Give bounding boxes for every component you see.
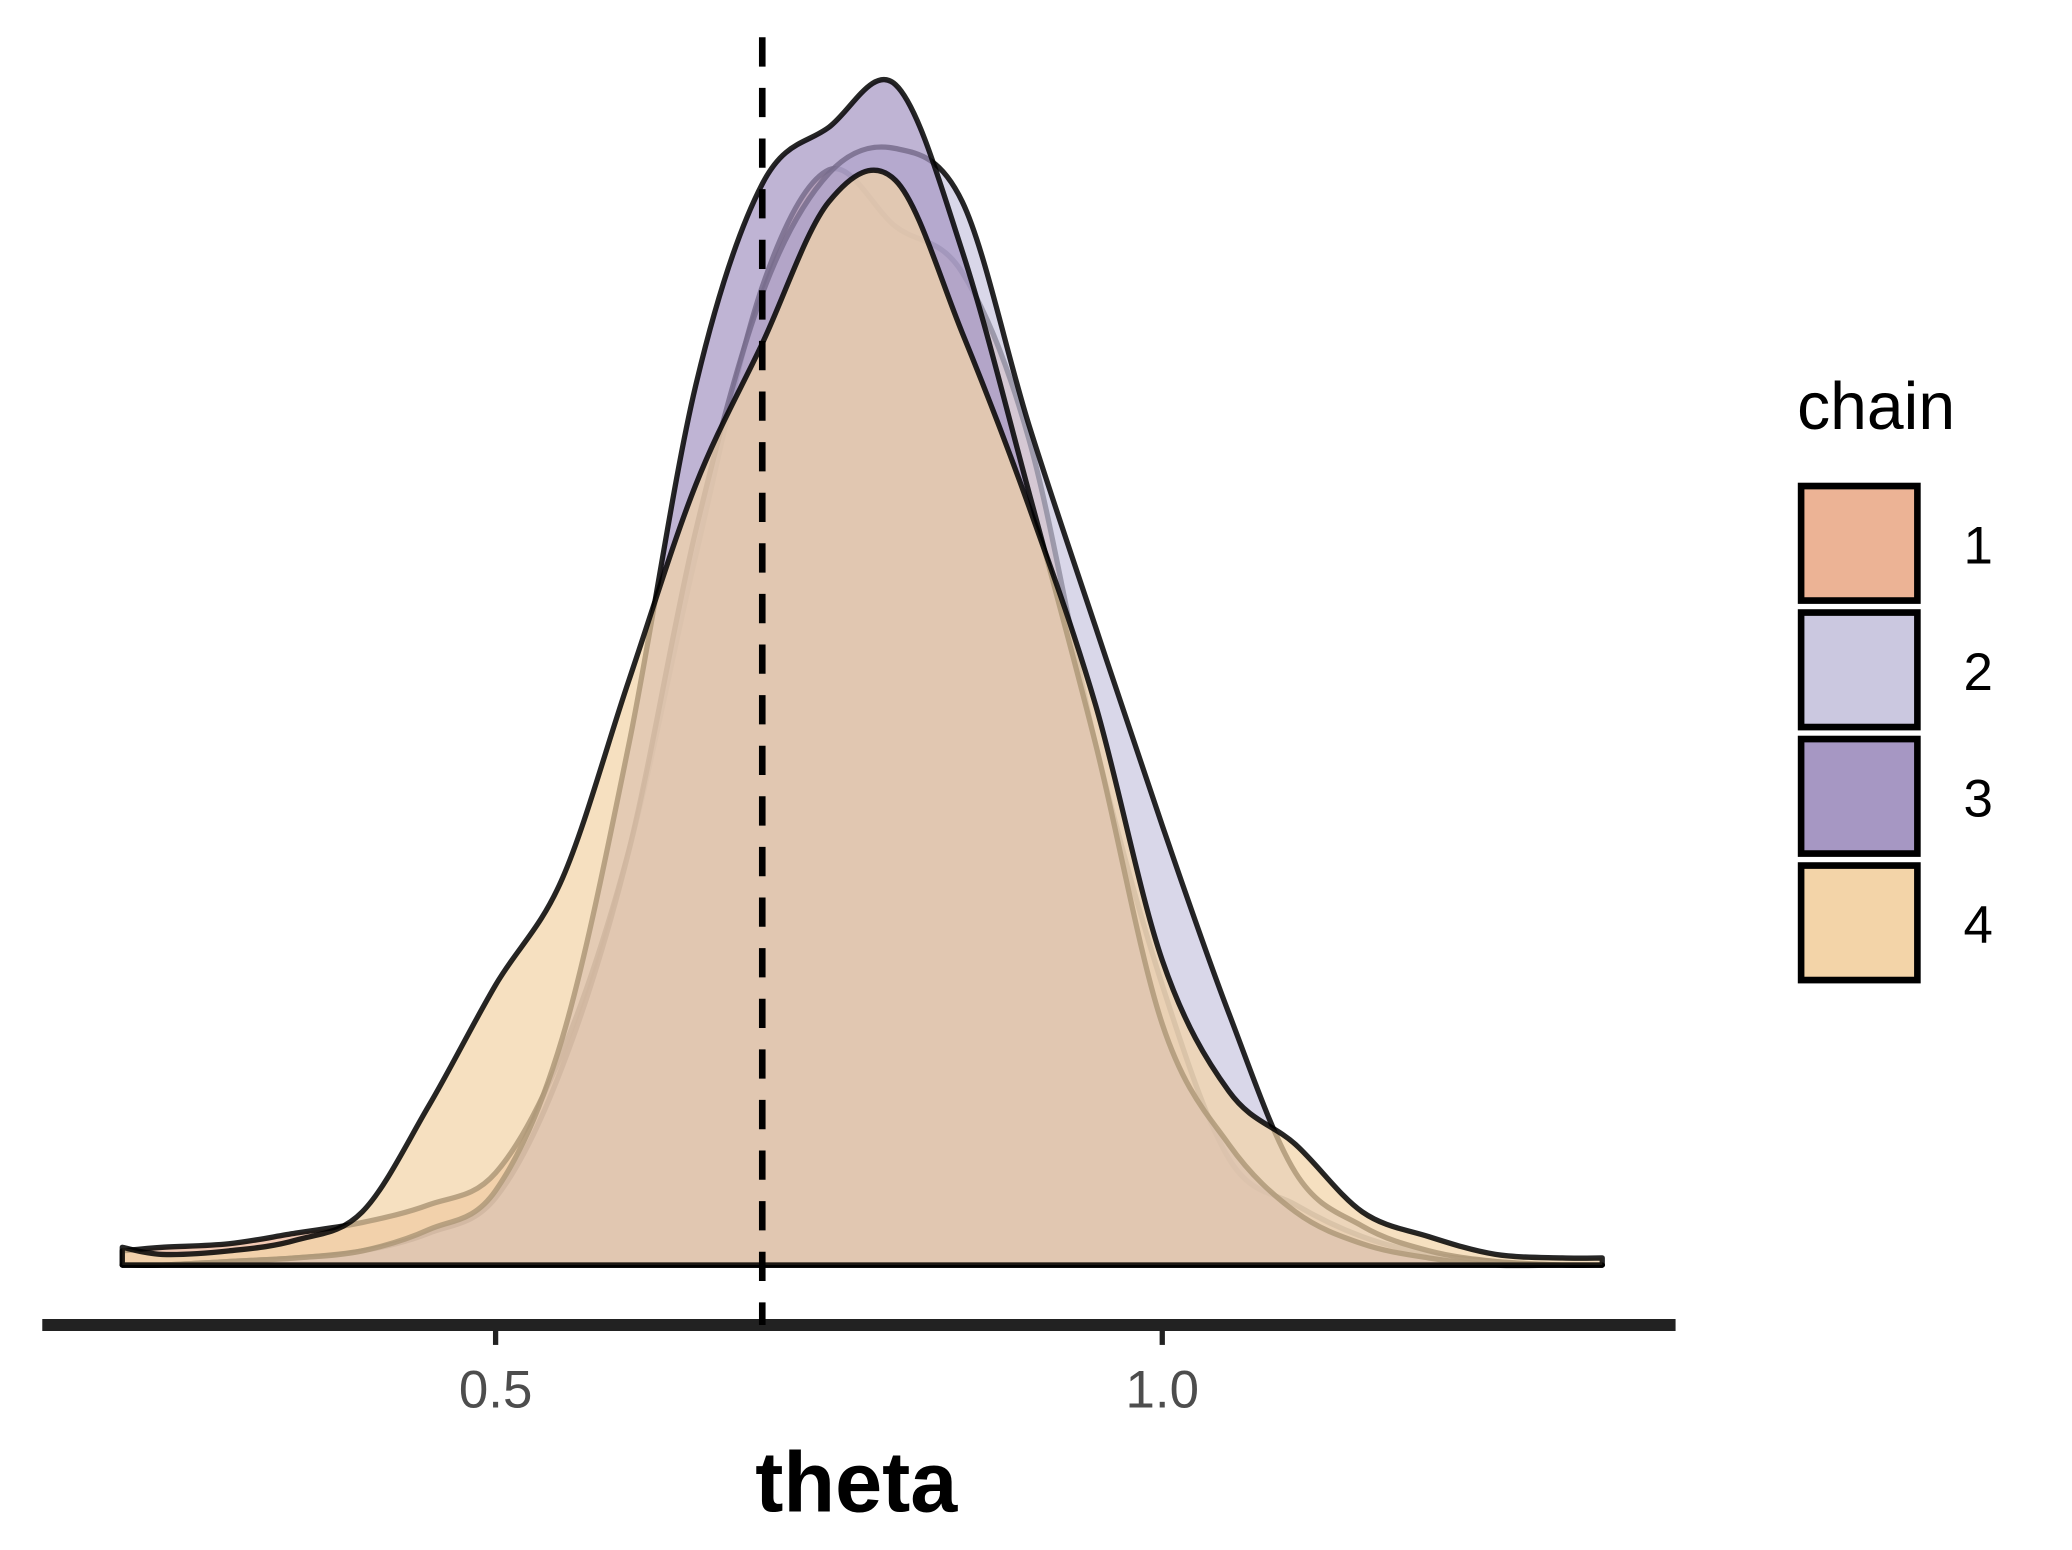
legend-swatch xyxy=(1797,609,1921,731)
legend-swatch xyxy=(1797,862,1921,984)
legend-label: 3 xyxy=(1963,769,1992,828)
x-axis-title: theta xyxy=(755,1434,958,1529)
density-areas xyxy=(119,76,1605,1269)
x-tick-label: 1.0 xyxy=(1126,1360,1199,1419)
legend-swatch xyxy=(1797,482,1921,604)
legend-label: 2 xyxy=(1963,643,1992,702)
density-area xyxy=(119,167,1605,1268)
legend-label: 1 xyxy=(1963,516,1992,575)
legend-title: chain xyxy=(1797,370,1955,444)
legend-swatch xyxy=(1797,735,1921,857)
x-tick-label: 0.5 xyxy=(459,1360,532,1419)
legend-label: 4 xyxy=(1963,896,1992,955)
